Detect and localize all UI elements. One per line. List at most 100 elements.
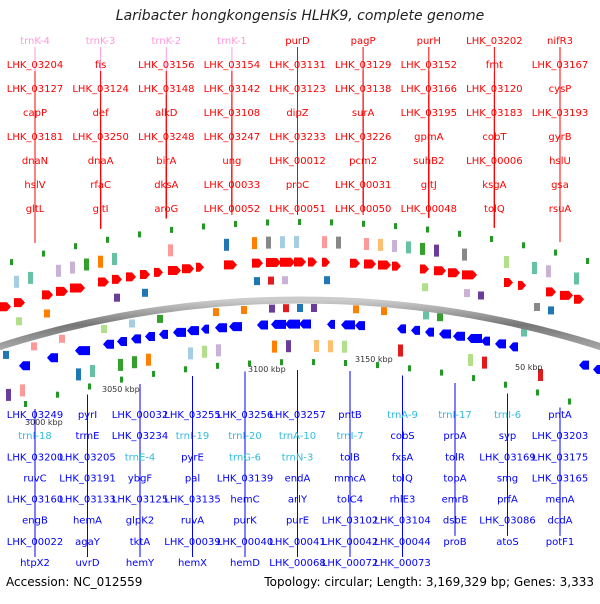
gene-label: LHK_03195 — [401, 108, 457, 119]
cog-band — [142, 288, 148, 297]
cog-band — [283, 304, 289, 313]
backbone-arc — [0, 296, 600, 351]
cog-band — [297, 304, 303, 312]
trna-label: trnI-6 — [494, 410, 521, 421]
gene-label: htpX2 — [20, 558, 50, 569]
gene-label: LHK_03248 — [138, 132, 194, 143]
gene-label: capP — [23, 108, 47, 119]
cog-band — [146, 353, 151, 366]
gene-label: def — [93, 108, 110, 119]
rna-marker — [152, 370, 155, 377]
gene-label: LHK_03120 — [466, 84, 522, 95]
cog-band — [534, 303, 540, 311]
gene-label: LHK_03249 — [7, 410, 63, 421]
rna-marker — [312, 359, 315, 366]
gene-label: prfA — [497, 495, 518, 506]
cog-band — [98, 255, 103, 268]
scale-label: 3100 kbp — [248, 365, 286, 374]
forward-gene-arrow — [112, 274, 122, 284]
scale-label: 3000 kbp — [25, 418, 63, 427]
rna-marker — [376, 362, 379, 369]
gene-label: LHK_03139 — [217, 473, 273, 484]
gene-label: hemD — [230, 558, 260, 569]
gene-label: fmt — [486, 60, 503, 71]
gene-label: LHK_03255 — [164, 410, 220, 421]
reverse-gene-arrow — [495, 339, 506, 349]
rna-marker — [138, 231, 141, 238]
gene-label: nifR3 — [547, 36, 573, 47]
trna-label: trnI-20 — [228, 431, 261, 442]
gene-label: LHK_03129 — [335, 60, 391, 71]
cog-band — [129, 319, 135, 328]
gene-label: gsa — [551, 180, 569, 191]
cog-band — [423, 311, 429, 320]
rna-marker — [106, 236, 109, 243]
reverse-gene-arrow — [187, 326, 199, 336]
cog-band — [434, 244, 439, 257]
cog-band — [268, 276, 274, 285]
gene-label: purH — [417, 36, 441, 47]
gene-label: LHK_03104 — [374, 516, 430, 527]
cog-band — [532, 262, 537, 274]
reverse-gene-arrow — [19, 361, 30, 371]
cog-band — [294, 236, 299, 248]
gene-label: rsuA — [549, 204, 572, 215]
forward-gene-arrow — [350, 258, 360, 268]
cog-band — [6, 388, 11, 401]
gene-label: LHK_03226 — [335, 132, 391, 143]
cog-band — [462, 248, 467, 261]
cog-band — [420, 242, 425, 255]
gene-label: gltJ — [421, 180, 437, 191]
gene-label: LHK_03256 — [217, 410, 273, 421]
gene-label: fis — [95, 60, 107, 71]
cog-band — [437, 313, 443, 322]
rna-marker — [472, 375, 475, 382]
gene-label: gltI — [93, 204, 109, 215]
gene-label: ybgF — [128, 473, 153, 484]
cog-band — [398, 344, 403, 357]
gene-label: LHK_00068 — [269, 558, 325, 569]
forward-gene-arrow — [448, 268, 460, 278]
cog-band — [241, 306, 247, 314]
gene-tracks — [0, 219, 600, 407]
gene-label: pagP — [351, 36, 376, 47]
rna-marker — [408, 365, 411, 372]
cog-band — [336, 236, 341, 249]
gene-label: topA — [443, 473, 466, 484]
gene-label: arlY — [288, 495, 308, 506]
forward-gene-arrow — [364, 259, 376, 269]
gene-label: tolB — [340, 452, 360, 463]
gene-label: LHK_03131 — [269, 60, 325, 71]
gene-label: LHK_03142 — [204, 84, 260, 95]
rna-marker — [344, 360, 347, 366]
cog-band — [59, 334, 65, 343]
map-title: Laribacter hongkongensis HLHK9, complete… — [115, 8, 485, 24]
gene-label: LHK_03181 — [7, 132, 63, 143]
cog-band — [324, 276, 330, 285]
rna-marker — [170, 226, 173, 233]
gene-label: hemC — [230, 495, 259, 506]
rna-marker — [330, 219, 333, 226]
reverse-gene-arrow — [75, 346, 90, 356]
gene-label: pyrI — [78, 410, 97, 421]
forward-gene-arrow — [196, 262, 204, 272]
gene-label: endA — [285, 473, 311, 484]
reverse-gene-arrow — [173, 327, 186, 337]
gene-label: LHK_03160 — [7, 495, 63, 506]
reverse-gene-arrow — [425, 327, 434, 337]
forward-gene-arrow — [392, 261, 401, 271]
reverse-gene-arrow — [117, 336, 127, 346]
cog-band — [478, 291, 484, 300]
gene-label: mmcA — [334, 473, 366, 484]
reverse-gene-arrow — [327, 319, 335, 329]
gene-label: LHK_03125 — [112, 495, 168, 506]
gene-label: LHK_00012 — [269, 156, 325, 167]
rna-marker — [280, 359, 283, 366]
genome-summary-text: Topology: circular; Length: 3,169,329 bp… — [264, 575, 594, 589]
gene-label: LHK_03135 — [164, 495, 220, 506]
forward-gene-arrow — [504, 277, 513, 287]
rna-marker — [536, 389, 539, 396]
reverse-gene-arrow — [453, 331, 465, 341]
forward-gene-arrow — [14, 298, 25, 308]
